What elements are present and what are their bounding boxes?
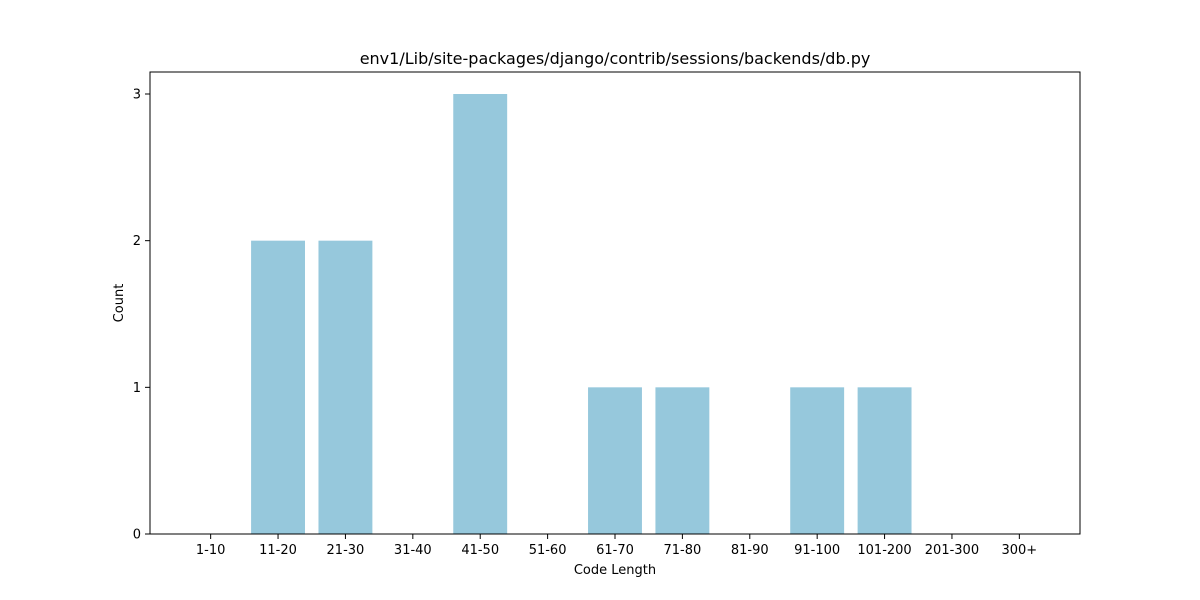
- bar-71-80: [655, 387, 710, 534]
- bar-41-50: [453, 94, 508, 534]
- x-tick-label: 11-20: [259, 543, 297, 558]
- x-tick-label: 201-300: [925, 543, 979, 558]
- bar-61-70: [588, 387, 642, 534]
- plot-frame: [149, 71, 1081, 535]
- bar-21-30: [318, 240, 373, 535]
- y-tick-label: 3: [133, 88, 141, 103]
- y-axis: 0 1 2 3: [133, 88, 150, 543]
- x-tick-label: 81-90: [731, 543, 769, 558]
- bar-11-20: [251, 240, 305, 535]
- bars-layer: [251, 94, 912, 535]
- y-tick-label: 2: [133, 234, 141, 249]
- x-tick-label: 71-80: [664, 543, 702, 558]
- x-tick-label: 101-200: [857, 543, 911, 558]
- x-tick-label: 51-60: [529, 543, 567, 558]
- y-tick-label: 1: [133, 381, 141, 396]
- x-tick-label: 21-30: [327, 543, 365, 558]
- x-tick-label: 31-40: [394, 543, 432, 558]
- x-tick-label: 1-10: [196, 543, 226, 558]
- chart-title: env1/Lib/site-packages/django/contrib/se…: [360, 49, 871, 68]
- x-axis-label: Code Length: [574, 563, 656, 578]
- x-axis: 1-10 11-20 21-30 31-40 41-50 51-60 61-70 71-80 8…: [196, 534, 1037, 558]
- y-tick-label: 0: [133, 528, 141, 543]
- x-tick-label: 300+: [1001, 543, 1037, 558]
- bar-101-200: [857, 387, 912, 534]
- bar-91-100: [790, 387, 845, 534]
- y-axis-label: Count: [112, 284, 127, 323]
- x-tick-label: 61-70: [596, 543, 634, 558]
- x-tick-label: 91-100: [794, 543, 840, 558]
- x-tick-label: 41-50: [461, 543, 499, 558]
